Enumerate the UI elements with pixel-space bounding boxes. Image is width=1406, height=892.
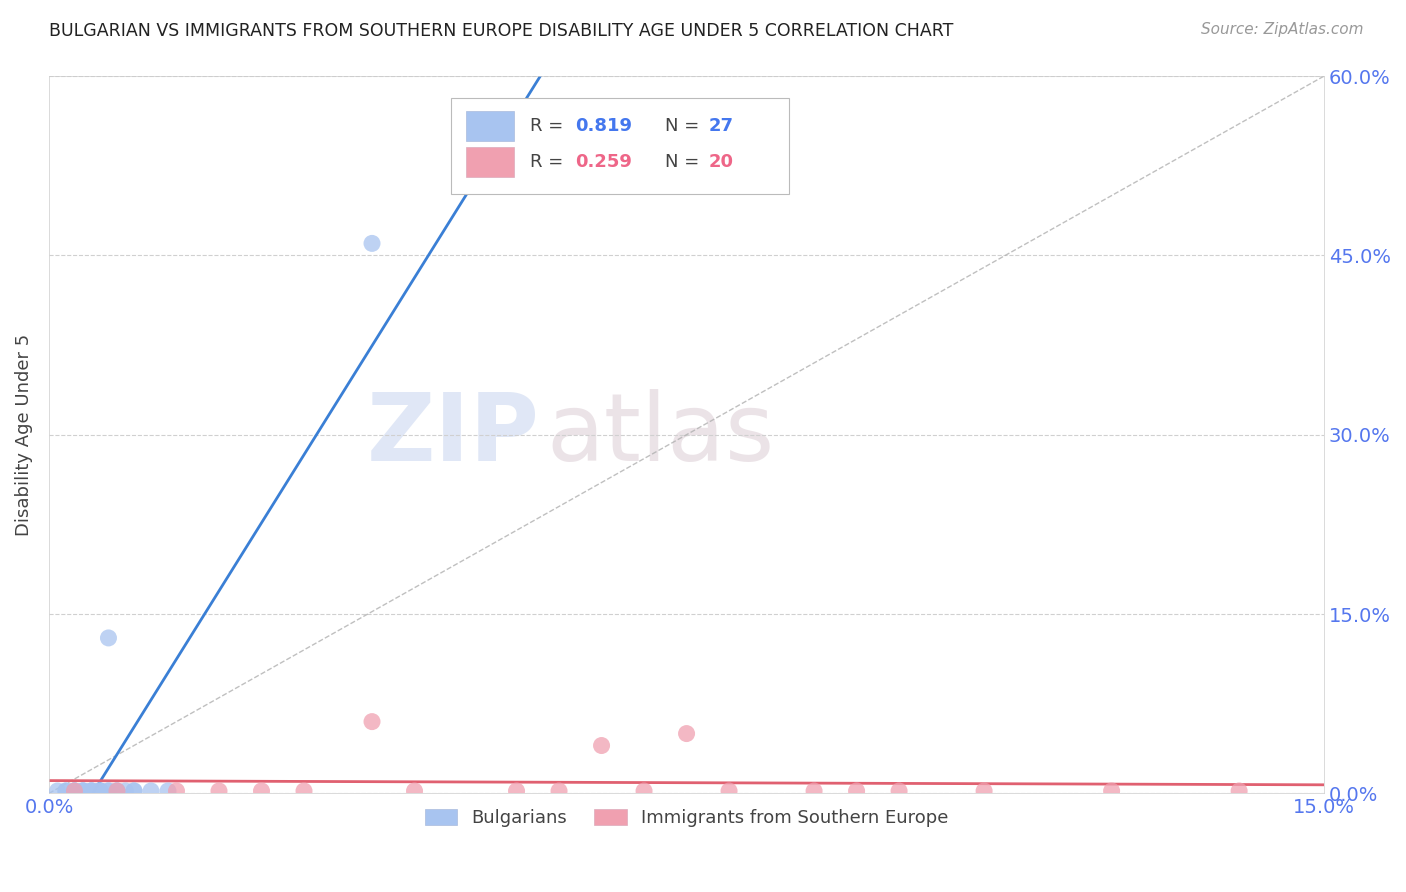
- Point: [166, 784, 188, 798]
- Point: [89, 784, 111, 798]
- Point: [80, 784, 103, 798]
- Point: [845, 784, 868, 798]
- Text: Source: ZipAtlas.com: Source: ZipAtlas.com: [1201, 22, 1364, 37]
- Point: [122, 784, 145, 798]
- Text: N =: N =: [665, 117, 704, 136]
- Point: [675, 726, 697, 740]
- Point: [63, 784, 86, 798]
- Point: [72, 784, 94, 798]
- Point: [973, 784, 995, 798]
- FancyBboxPatch shape: [465, 147, 515, 178]
- Point: [633, 784, 655, 798]
- Point: [105, 784, 128, 798]
- Point: [55, 784, 77, 798]
- Text: 0.819: 0.819: [575, 117, 633, 136]
- Text: R =: R =: [530, 153, 568, 171]
- Point: [55, 784, 77, 798]
- FancyBboxPatch shape: [451, 97, 789, 194]
- Point: [122, 784, 145, 798]
- Point: [591, 739, 613, 753]
- Point: [292, 784, 315, 798]
- Point: [803, 784, 825, 798]
- Point: [80, 784, 103, 798]
- Point: [887, 784, 910, 798]
- Text: R =: R =: [530, 117, 568, 136]
- Point: [46, 784, 69, 798]
- Point: [72, 784, 94, 798]
- Point: [105, 784, 128, 798]
- Point: [548, 784, 571, 798]
- FancyBboxPatch shape: [465, 112, 515, 141]
- Point: [105, 784, 128, 798]
- Point: [404, 784, 426, 798]
- Point: [139, 784, 162, 798]
- Text: N =: N =: [665, 153, 704, 171]
- Text: 20: 20: [709, 153, 734, 171]
- Point: [1227, 784, 1250, 798]
- Point: [361, 236, 384, 251]
- Point: [72, 784, 94, 798]
- Point: [250, 784, 273, 798]
- Point: [89, 784, 111, 798]
- Point: [63, 784, 86, 798]
- Text: 27: 27: [709, 117, 734, 136]
- Text: ZIP: ZIP: [367, 389, 540, 481]
- Point: [97, 784, 120, 798]
- Point: [718, 784, 741, 798]
- Point: [114, 784, 136, 798]
- Point: [80, 784, 103, 798]
- Point: [89, 784, 111, 798]
- Text: atlas: atlas: [547, 389, 775, 481]
- Point: [97, 784, 120, 798]
- Point: [208, 784, 231, 798]
- Point: [361, 714, 384, 729]
- Point: [63, 784, 86, 798]
- Text: 0.259: 0.259: [575, 153, 633, 171]
- Point: [505, 784, 527, 798]
- Point: [89, 784, 111, 798]
- Point: [97, 631, 120, 645]
- Point: [156, 784, 179, 798]
- Point: [1101, 784, 1123, 798]
- Legend: Bulgarians, Immigrants from Southern Europe: Bulgarians, Immigrants from Southern Eur…: [418, 802, 956, 835]
- Text: BULGARIAN VS IMMIGRANTS FROM SOUTHERN EUROPE DISABILITY AGE UNDER 5 CORRELATION : BULGARIAN VS IMMIGRANTS FROM SOUTHERN EU…: [49, 22, 953, 40]
- Point: [63, 784, 86, 798]
- Y-axis label: Disability Age Under 5: Disability Age Under 5: [15, 334, 32, 536]
